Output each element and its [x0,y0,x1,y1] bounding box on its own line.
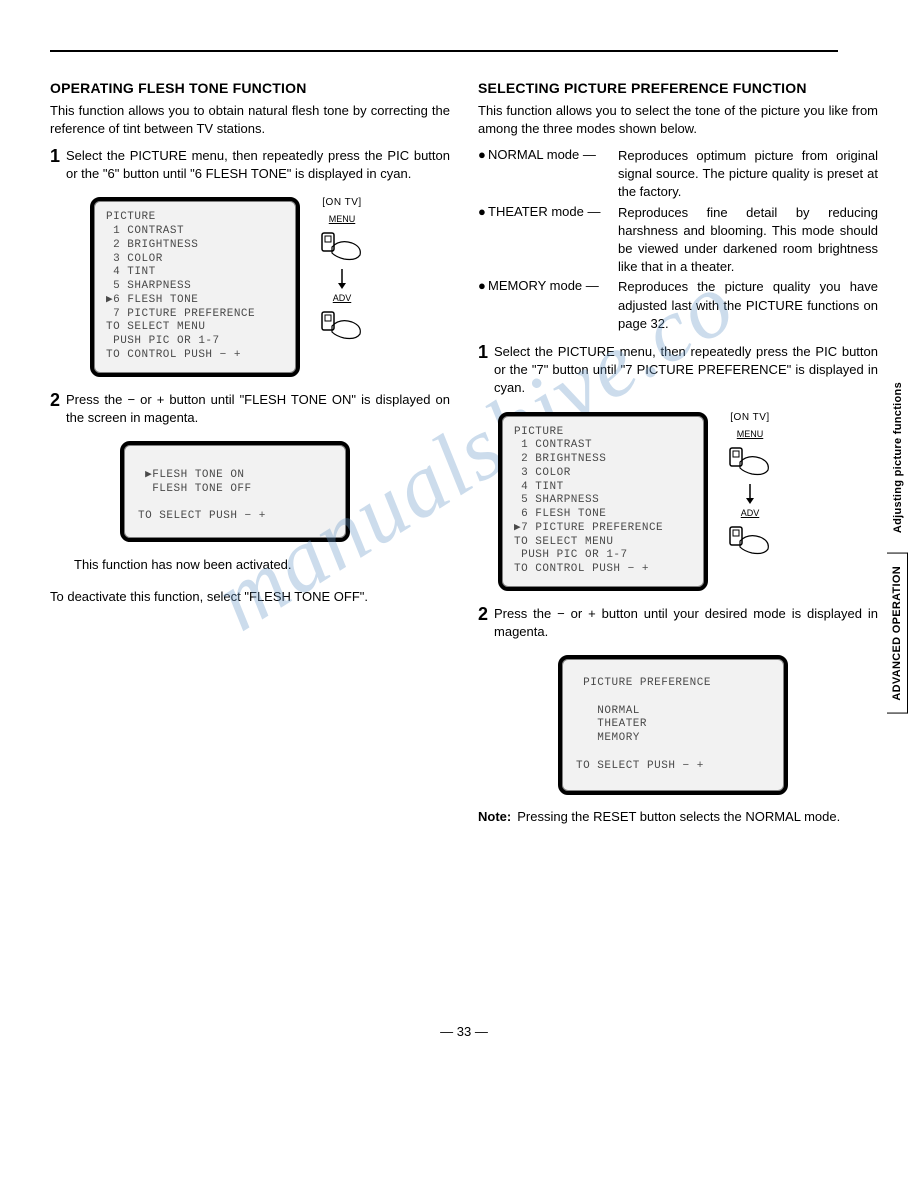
hand-press-icon [318,308,366,344]
step-number: 2 [478,605,488,623]
arrow-down-icon [746,484,754,504]
right-step-1: 1 Select the PICTURE menu, then repeated… [478,343,878,398]
mode-description: Reproduces the picture quality you have … [618,278,878,333]
mode-row-memory: ● MEMORY mode — Reproduces the picture q… [478,278,878,333]
on-tv-label: [ON TV] [322,197,361,208]
remote-hint: [ON TV] MENU ADV [318,197,366,344]
mode-list: ● NORMAL mode — Reproduces optimum pictu… [478,147,878,333]
tab-advanced-operation: ADVANCED OPERATION [887,553,908,714]
left-column: OPERATING FLESH TONE FUNCTION This funct… [50,80,450,824]
right-screen-1-block: PICTURE 1 CONTRAST 2 BRIGHTNESS 3 COLOR … [498,412,878,591]
step-number: 1 [478,343,488,361]
right-section-title: SELECTING PICTURE PREFERENCE FUNCTION [478,80,878,96]
tv-screen-left-2: ▶FLESH TONE ON FLESH TONE OFF TO SELECT … [120,441,350,542]
bullet-icon: ● [478,278,488,293]
step-text: Select the PICTURE menu, then repeatedly… [66,147,450,183]
left-post-1: This function has now been activated. [74,556,450,574]
adv-label: ADV [333,293,352,303]
left-screen-1-block: PICTURE 1 CONTRAST 2 BRIGHTNESS 3 COLOR … [90,197,450,376]
menu-label: MENU [329,214,356,224]
adv-label: ADV [741,508,760,518]
mode-description: Reproduces fine detail by reducing harsh… [618,204,878,277]
mode-name: NORMAL mode — [488,147,618,162]
page-number: — 33 — [50,1024,878,1039]
content-columns: OPERATING FLESH TONE FUNCTION This funct… [50,80,878,824]
hand-press-icon [318,229,366,265]
mode-row-theater: ● THEATER mode — Reproduces fine detail … [478,204,878,277]
side-tabs: Adjusting picture functions ADVANCED OPE… [887,370,908,714]
tv-screen-left-1: PICTURE 1 CONTRAST 2 BRIGHTNESS 3 COLOR … [90,197,300,376]
left-step-2: 2 Press the − or + button until "FLESH T… [50,391,450,427]
note-text: Pressing the RESET button selects the NO… [517,809,878,824]
left-section-title: OPERATING FLESH TONE FUNCTION [50,80,450,96]
mode-description: Reproduces optimum picture from original… [618,147,878,202]
step-text: Press the − or + button until your desir… [494,605,878,641]
on-tv-label: [ON TV] [730,412,769,423]
left-step-1: 1 Select the PICTURE menu, then repeated… [50,147,450,183]
step-number: 1 [50,147,60,165]
tab-adjusting: Adjusting picture functions [888,370,908,545]
step-text: Press the − or + button until "FLESH TON… [66,391,450,427]
right-column: SELECTING PICTURE PREFERENCE FUNCTION Th… [478,80,878,824]
left-intro: This function allows you to obtain natur… [50,102,450,137]
note-label: Note: [478,809,511,824]
bullet-icon: ● [478,204,488,219]
step-text: Select the PICTURE menu, then repeatedly… [494,343,878,398]
mode-row-normal: ● NORMAL mode — Reproduces optimum pictu… [478,147,878,202]
note-row: Note: Pressing the RESET button selects … [478,809,878,824]
arrow-down-icon [338,269,346,289]
mode-name: THEATER mode — [488,204,618,219]
manual-page: manualshive.co OPERATING FLESH TONE FUNC… [0,0,918,1079]
tv-screen-right-1: PICTURE 1 CONTRAST 2 BRIGHTNESS 3 COLOR … [498,412,708,591]
tv-screen-right-2: PICTURE PREFERENCE NORMAL THEATER MEMORY… [558,655,788,795]
menu-label: MENU [737,429,764,439]
hand-press-icon [726,523,774,559]
mode-name: MEMORY mode — [488,278,618,293]
right-intro: This function allows you to select the t… [478,102,878,137]
left-post-2: To deactivate this function, select "FLE… [50,588,450,606]
top-horizontal-rule [50,50,838,52]
right-step-2: 2 Press the − or + button until your des… [478,605,878,641]
step-number: 2 [50,391,60,409]
bullet-icon: ● [478,147,488,162]
remote-hint: [ON TV] MENU ADV [726,412,774,559]
hand-press-icon [726,444,774,480]
